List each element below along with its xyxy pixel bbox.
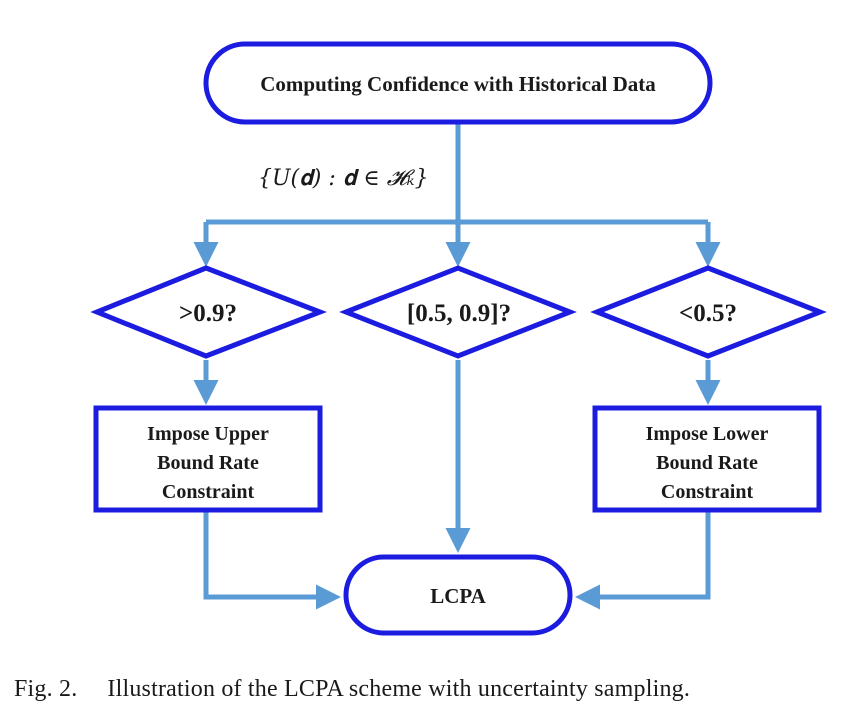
- upper-bound-box: Impose Upper Bound Rate Constraint: [93, 405, 323, 513]
- decision-low: <0.5?: [590, 265, 827, 359]
- upper-bound-line-2: Bound Rate: [157, 452, 259, 474]
- connectors: [193, 122, 721, 610]
- lower-bound-line-2: Bound Rate: [656, 452, 758, 474]
- lcpa-label: LCPA: [430, 584, 486, 608]
- lower-box-to-lcpa-arrow: [575, 512, 711, 610]
- figure-caption: Fig. 2. Illustration of the LCPA scheme w…: [14, 676, 690, 703]
- lower-bound-line-1: Impose Lower: [646, 423, 769, 445]
- lower-bound-line-3: Constraint: [661, 481, 754, 503]
- decision-low-label: <0.5?: [679, 300, 737, 327]
- figure-number: Fig. 2.: [14, 676, 78, 702]
- decision-medium: [0.5, 0.9]?: [339, 265, 577, 359]
- start-node-label: Computing Confidence with Historical Dat…: [260, 72, 656, 96]
- caption-text: Illustration of the LCPA scheme with unc…: [107, 676, 691, 702]
- start-node: Computing Confidence with Historical Dat…: [203, 41, 713, 125]
- upper-bound-line-1: Impose Upper: [147, 423, 269, 445]
- decision-medium-label: [0.5, 0.9]?: [407, 300, 511, 327]
- upper-box-to-lcpa-arrow: [203, 512, 341, 610]
- decision-high: >0.9?: [90, 265, 327, 359]
- confidence-set-label: {U(𝐝) : 𝐝 ∈ 𝓗ₖ}: [258, 166, 429, 191]
- upper-bound-line-3: Constraint: [162, 481, 255, 503]
- lcpa-node: LCPA: [343, 554, 573, 636]
- lower-bound-box: Impose Lower Bound Rate Constraint: [592, 405, 822, 513]
- decision-high-label: >0.9?: [179, 300, 237, 327]
